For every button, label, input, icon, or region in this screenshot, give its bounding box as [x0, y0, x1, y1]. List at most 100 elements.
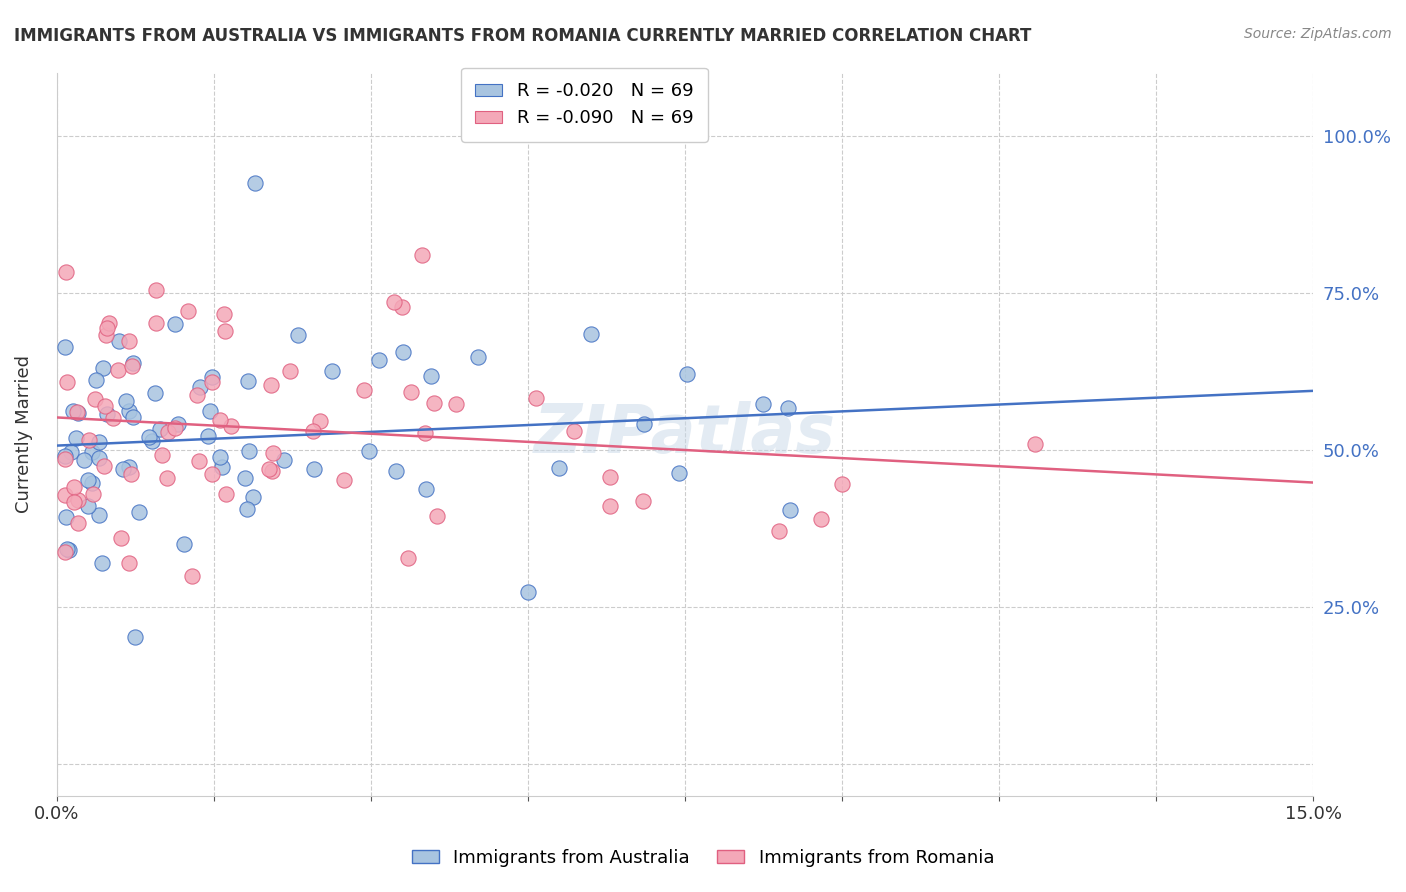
Point — [301, 424, 323, 438]
Point — [668, 466, 690, 480]
Point — [120, 467, 142, 481]
Point — [96, 407, 118, 421]
Point — [321, 364, 343, 378]
Point — [396, 551, 419, 566]
Point — [93, 459, 115, 474]
Point — [562, 424, 585, 438]
Point — [273, 453, 295, 467]
Point — [236, 501, 259, 516]
Point — [124, 630, 146, 644]
Point — [548, 460, 571, 475]
Point — [141, 434, 163, 449]
Point — [128, 505, 150, 519]
Point — [145, 316, 167, 330]
Point — [633, 417, 655, 432]
Point — [779, 502, 801, 516]
Point — [257, 462, 280, 476]
Point — [118, 404, 141, 418]
Point — [55, 265, 77, 279]
Point — [384, 295, 406, 310]
Point — [77, 434, 100, 448]
Point — [385, 464, 408, 478]
Point — [810, 512, 832, 526]
Point — [359, 444, 381, 458]
Point — [233, 471, 256, 485]
Point — [62, 403, 84, 417]
Point — [209, 450, 232, 464]
Point — [524, 391, 547, 405]
Point — [411, 248, 433, 262]
Point — [391, 300, 413, 314]
Point — [73, 452, 96, 467]
Point — [156, 425, 179, 440]
Point — [215, 487, 238, 501]
Point — [214, 324, 236, 338]
Point — [121, 356, 143, 370]
Legend: R = -0.020   N = 69, R = -0.090   N = 69: R = -0.020 N = 69, R = -0.090 N = 69 — [461, 68, 709, 142]
Point — [65, 431, 87, 445]
Point — [423, 395, 446, 409]
Point — [367, 353, 389, 368]
Point — [96, 328, 118, 343]
Point — [167, 417, 190, 431]
Point — [53, 488, 76, 502]
Point — [201, 467, 224, 481]
Point — [768, 524, 790, 538]
Point — [309, 414, 332, 428]
Point — [177, 304, 200, 318]
Point — [201, 370, 224, 384]
Point — [579, 327, 602, 342]
Point — [118, 334, 141, 349]
Point — [62, 479, 84, 493]
Point — [243, 177, 266, 191]
Point — [260, 464, 283, 478]
Point — [87, 508, 110, 522]
Point — [517, 585, 540, 599]
Point — [66, 516, 89, 530]
Point — [150, 449, 173, 463]
Point — [426, 508, 449, 523]
Point — [219, 419, 242, 434]
Point — [831, 477, 853, 491]
Point — [91, 556, 114, 570]
Point — [66, 405, 89, 419]
Point — [63, 495, 86, 509]
Point — [110, 532, 132, 546]
Text: Source: ZipAtlas.com: Source: ZipAtlas.com — [1244, 27, 1392, 41]
Point — [419, 369, 441, 384]
Point — [415, 425, 437, 440]
Point — [107, 363, 129, 377]
Point — [53, 449, 76, 463]
Point — [55, 541, 77, 556]
Point — [333, 473, 356, 487]
Point — [156, 470, 179, 484]
Point — [53, 451, 76, 466]
Point — [84, 392, 107, 406]
Point — [599, 470, 621, 484]
Point — [55, 510, 77, 524]
Point — [101, 411, 124, 425]
Point — [121, 410, 143, 425]
Point — [118, 459, 141, 474]
Point — [55, 375, 77, 389]
Point — [197, 429, 219, 443]
Point — [211, 460, 233, 475]
Point — [415, 482, 437, 496]
Point — [242, 490, 264, 504]
Point — [165, 318, 187, 332]
Point — [181, 569, 204, 583]
Point — [676, 367, 699, 381]
Point — [138, 429, 160, 443]
Point — [200, 404, 222, 418]
Point — [149, 422, 172, 436]
Point — [304, 462, 326, 476]
Point — [467, 350, 489, 364]
Point — [67, 406, 90, 420]
Point — [77, 499, 100, 513]
Point — [118, 556, 141, 570]
Point — [82, 486, 104, 500]
Point — [87, 435, 110, 450]
Point — [91, 361, 114, 376]
Point — [96, 321, 118, 335]
Point — [751, 397, 773, 411]
